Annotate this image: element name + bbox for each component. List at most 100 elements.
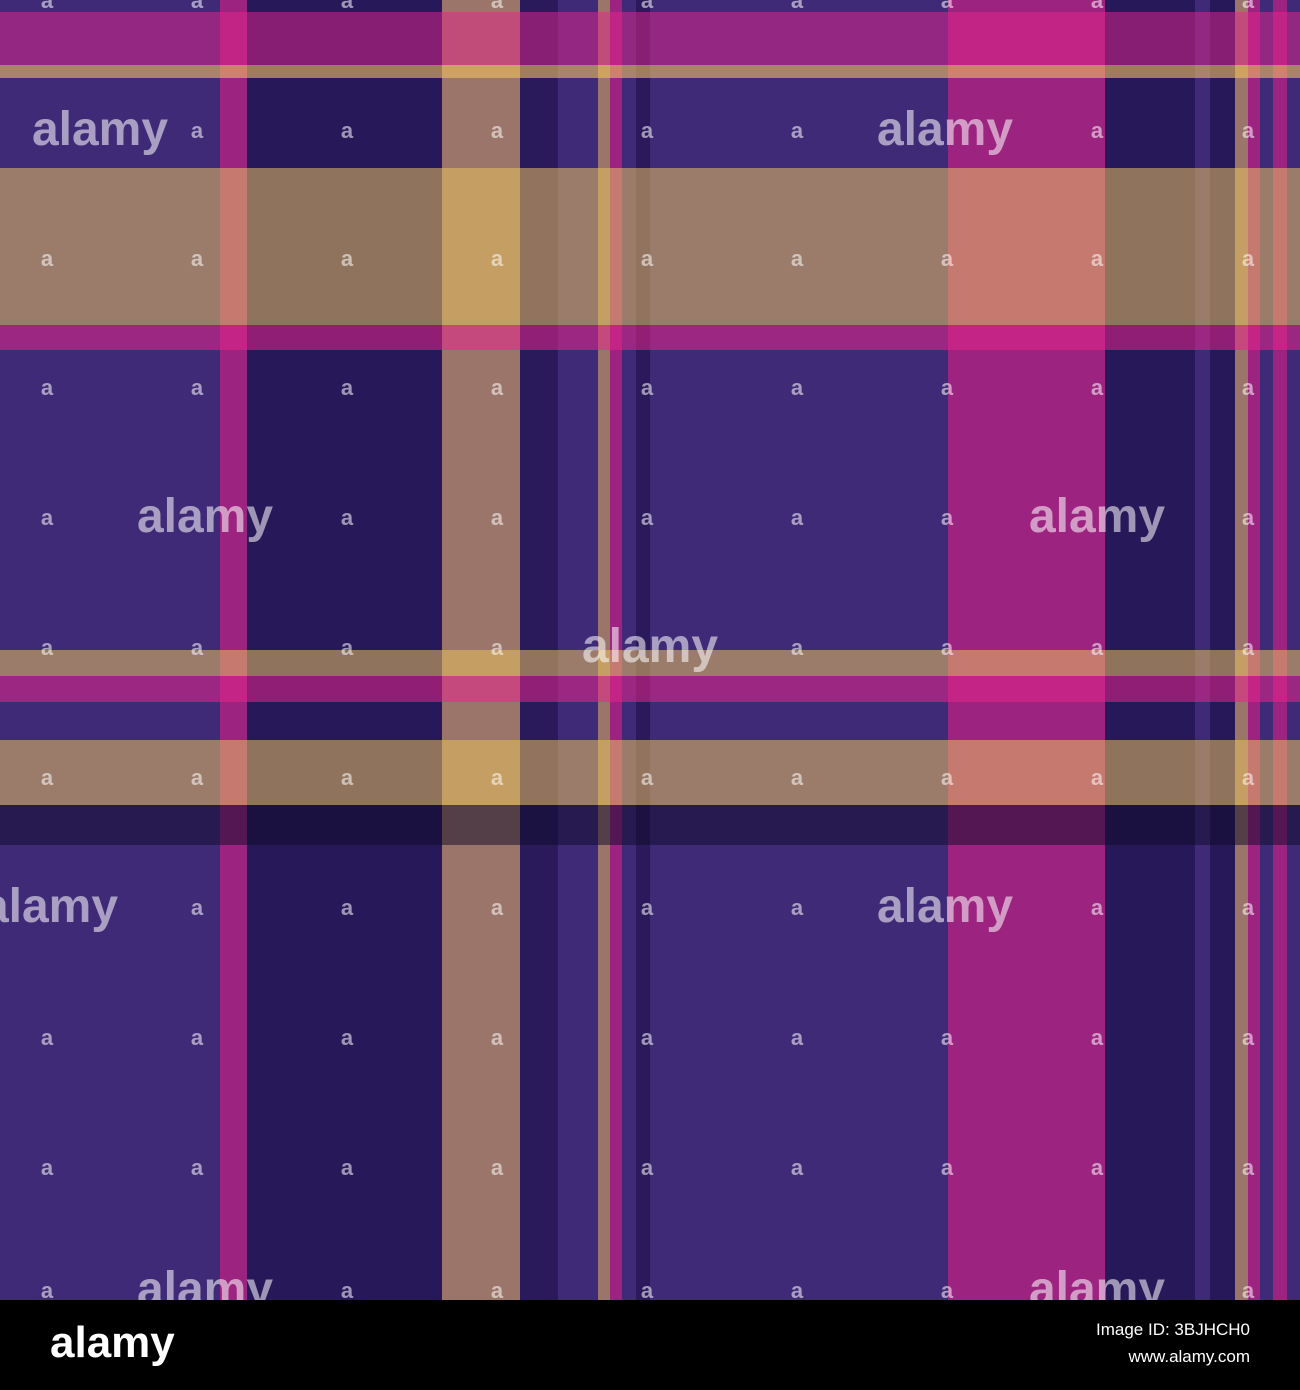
watermark-small: a [191,635,204,660]
watermark-small: a [641,375,654,400]
watermark-small: a [941,0,954,13]
watermark-small: a [191,375,204,400]
watermark-small: a [941,635,954,660]
watermark-small: a [1242,505,1255,530]
watermark-small: a [1091,375,1104,400]
watermark-small: a [791,246,804,271]
watermark-small: a [641,505,654,530]
watermark-small: a [1242,246,1255,271]
watermark-small: a [791,375,804,400]
watermark-small: a [1242,118,1255,143]
watermark-small: a [191,246,204,271]
watermark-small: a [641,1025,654,1050]
watermark-small: a [641,118,654,143]
watermarks: alamyalamyalamyalamyalamyalamyalamyalamy… [0,0,1255,1303]
watermark-small: a [1242,1025,1255,1050]
watermark-small: a [641,895,654,920]
watermark-small: a [191,0,204,13]
watermark-small: a [641,1278,654,1303]
watermark: alamy [0,880,118,933]
watermark-small: a [491,118,504,143]
watermark: alamy [137,490,273,543]
watermark-small: a [491,1155,504,1180]
watermark-small: a [1242,375,1255,400]
watermark-small: a [491,1278,504,1303]
watermark-small: a [341,1155,354,1180]
watermark: alamy [877,880,1013,933]
watermark-small: a [41,1155,54,1180]
watermark-small: a [1091,635,1104,660]
watermark-small: a [491,895,504,920]
watermark: alamy [877,103,1013,156]
watermark: alamy [32,103,168,156]
watermark-small: a [41,375,54,400]
watermark-small: a [641,246,654,271]
watermark-small: a [641,765,654,790]
watermark-small: a [41,246,54,271]
watermark-small: a [941,1155,954,1180]
watermark-small: a [791,895,804,920]
watermark-small: a [341,895,354,920]
watermark-small: a [341,375,354,400]
watermark-small: a [41,1278,54,1303]
watermark-small: a [191,765,204,790]
watermark-small: a [791,1155,804,1180]
watermark-small: a [941,246,954,271]
watermark-small: a [791,635,804,660]
watermark-small: a [491,246,504,271]
watermark-small: a [191,118,204,143]
watermark-small: a [491,0,504,13]
watermark-small: a [491,1025,504,1050]
watermark-small: a [1091,1025,1104,1050]
watermark-small: a [1242,765,1255,790]
watermark-small: a [791,118,804,143]
watermark-small: a [341,1025,354,1050]
watermark-small: a [791,505,804,530]
watermark-small: a [791,1025,804,1050]
watermark-small: a [341,635,354,660]
watermark-small: a [1242,1155,1255,1180]
watermark-small: a [1091,118,1104,143]
watermark-small: a [791,1278,804,1303]
footer-url: www.alamy.com [1127,1347,1250,1366]
watermark-small: a [341,505,354,530]
watermark-small: a [941,375,954,400]
watermark-small: a [1091,0,1104,13]
watermark-small: a [491,505,504,530]
watermark-small: a [341,0,354,13]
watermark-small: a [1091,246,1104,271]
watermark-small: a [1242,1278,1255,1303]
watermark-small: a [941,1278,954,1303]
watermark-small: a [191,1155,204,1180]
watermark-small: a [491,765,504,790]
watermark-small: a [1091,1155,1104,1180]
watermark-small: a [41,505,54,530]
watermark-small: a [641,1155,654,1180]
watermark-small: a [341,765,354,790]
footer-bar [0,1300,1300,1390]
watermark-small: a [1242,895,1255,920]
watermark-small: a [491,375,504,400]
watermark-small: a [191,1025,204,1050]
watermark-small: a [191,895,204,920]
watermark-small: a [941,1025,954,1050]
watermark-small: a [791,765,804,790]
watermark-small: a [41,0,54,13]
watermark-small: a [941,765,954,790]
footer-logo: alamy [50,1318,175,1367]
watermark-small: a [41,765,54,790]
watermark-small: a [1242,0,1255,13]
watermark: alamy [582,620,718,673]
watermark-small: a [341,118,354,143]
watermark-small: a [641,0,654,13]
watermark-small: a [791,0,804,13]
watermark-small: a [41,635,54,660]
watermark-small: a [1091,895,1104,920]
watermark-small: a [1091,765,1104,790]
image-id: Image ID: 3BJHCH0 [1096,1320,1250,1339]
watermark-small: a [941,505,954,530]
plaid-pattern [0,0,1300,1300]
watermark-small: a [341,246,354,271]
